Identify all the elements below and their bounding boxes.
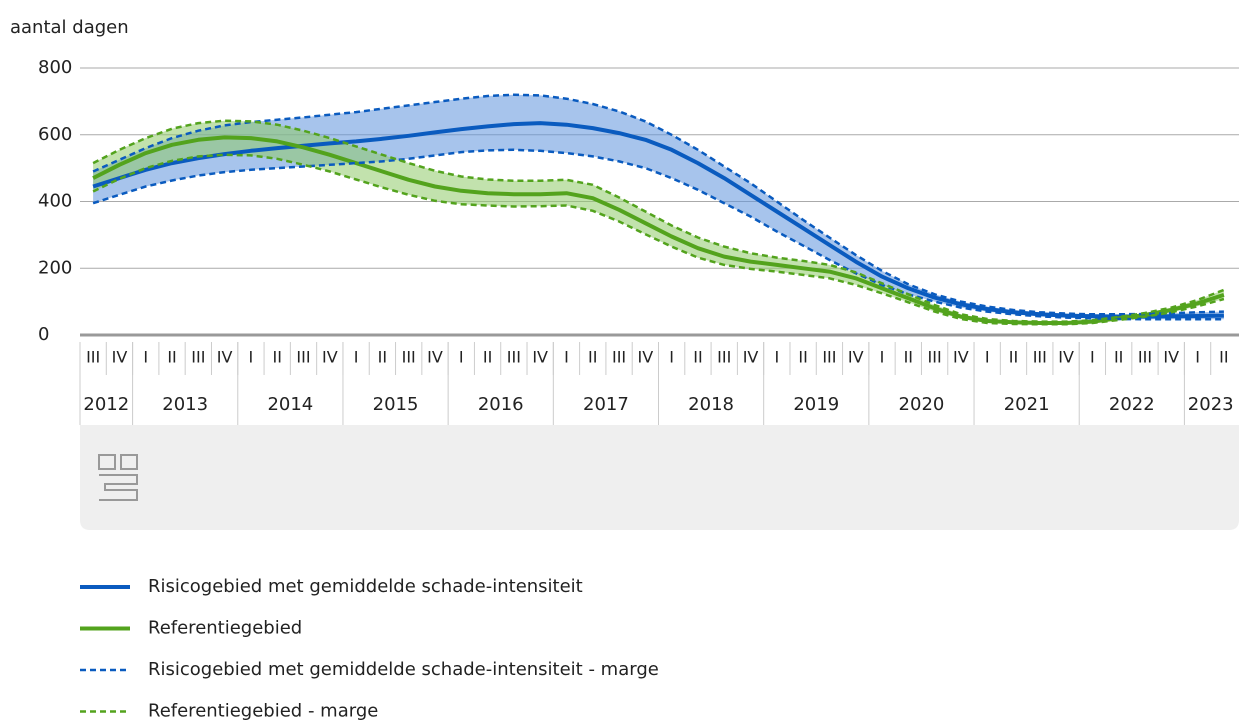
x-tick-label: II: [693, 348, 702, 367]
margin-line: [92, 153, 1225, 326]
x-tick-label: II: [378, 348, 387, 367]
x-tick-label: IV: [848, 348, 864, 367]
year-label: 2021: [1004, 394, 1050, 415]
year-label: 2012: [83, 394, 129, 415]
x-tick-label: I: [1195, 348, 1200, 367]
y-axis-label: aantal dagen: [10, 17, 129, 38]
x-tick-label: IV: [953, 348, 969, 367]
band: [93, 120, 1224, 325]
footer-panel: [80, 425, 1239, 530]
y-tick-label: 400: [38, 191, 72, 212]
x-tick-label: I: [1090, 348, 1095, 367]
x-tick-label: II: [904, 348, 913, 367]
x-tick-label: II: [588, 348, 597, 367]
legend-label: Risicogebied met gemiddelde schade-inten…: [148, 576, 583, 597]
x-tick-label: IV: [112, 348, 128, 367]
legend-label: Risicogebied met gemiddelde schade-inten…: [148, 659, 659, 680]
line: [92, 135, 1225, 325]
x-tick-label: IV: [427, 348, 443, 367]
x-tick-label: III: [402, 348, 416, 367]
x-tick-label: I: [249, 348, 254, 367]
x-tick-label: I: [143, 348, 148, 367]
x-tick-label: IV: [1058, 348, 1074, 367]
x-tick-label: IV: [638, 348, 654, 367]
y-tick-label: 600: [38, 124, 72, 145]
year-label: 2023: [1188, 394, 1234, 415]
band: [93, 94, 1224, 320]
x-tick-label: IV: [532, 348, 548, 367]
x-tick-label: I: [354, 348, 359, 367]
x-tick-label: I: [669, 348, 674, 367]
year-label: 2020: [899, 394, 945, 415]
x-tick-label: III: [822, 348, 836, 367]
x-tick-label: III: [296, 348, 310, 367]
legend-label: Referentiegebied: [148, 618, 302, 639]
logo: [98, 454, 138, 501]
x-tick-label: IV: [322, 348, 338, 367]
x-tick-label: III: [86, 348, 100, 367]
x-tick-label: II: [1219, 348, 1228, 367]
y-tick-label: 800: [38, 57, 72, 78]
x-tick-label: IV: [1163, 348, 1179, 367]
x-tick-label: II: [1114, 348, 1123, 367]
year-label: 2022: [1109, 394, 1155, 415]
x-tick-label: III: [612, 348, 626, 367]
year-label: 2015: [373, 394, 419, 415]
x-tick-label: I: [985, 348, 990, 367]
x-tick-label: I: [459, 348, 464, 367]
x-tick-label: III: [191, 348, 205, 367]
x-tick-label: I: [774, 348, 779, 367]
year-label: 2014: [267, 394, 313, 415]
x-tick-label: III: [717, 348, 731, 367]
x-tick-label: I: [880, 348, 885, 367]
year-label: 2018: [688, 394, 734, 415]
x-tick-label: IV: [743, 348, 759, 367]
x-tick-label: II: [167, 348, 176, 367]
x-tick-label: I: [564, 348, 569, 367]
x-tick-label: III: [1138, 348, 1152, 367]
legend-label: Referentiegebied - marge: [148, 701, 378, 721]
margin-line: [92, 148, 1224, 321]
y-tick-label: 0: [38, 324, 49, 345]
year-label: 2013: [162, 394, 208, 415]
margin-line: [92, 119, 1225, 323]
x-tick-label: II: [798, 348, 807, 367]
x-tick-label: II: [272, 348, 281, 367]
x-tick-label: IV: [217, 348, 233, 367]
year-label: 2019: [793, 394, 839, 415]
x-tick-label: II: [1009, 348, 1018, 367]
x-tick-label: II: [483, 348, 492, 367]
x-tick-label: III: [928, 348, 942, 367]
y-tick-label: 200: [38, 257, 72, 278]
margin-line: [92, 93, 1224, 316]
x-tick-label: III: [507, 348, 521, 367]
x-tick-label: III: [1033, 348, 1047, 367]
year-label: 2017: [583, 394, 629, 415]
line: [92, 121, 1224, 319]
year-label: 2016: [478, 394, 524, 415]
